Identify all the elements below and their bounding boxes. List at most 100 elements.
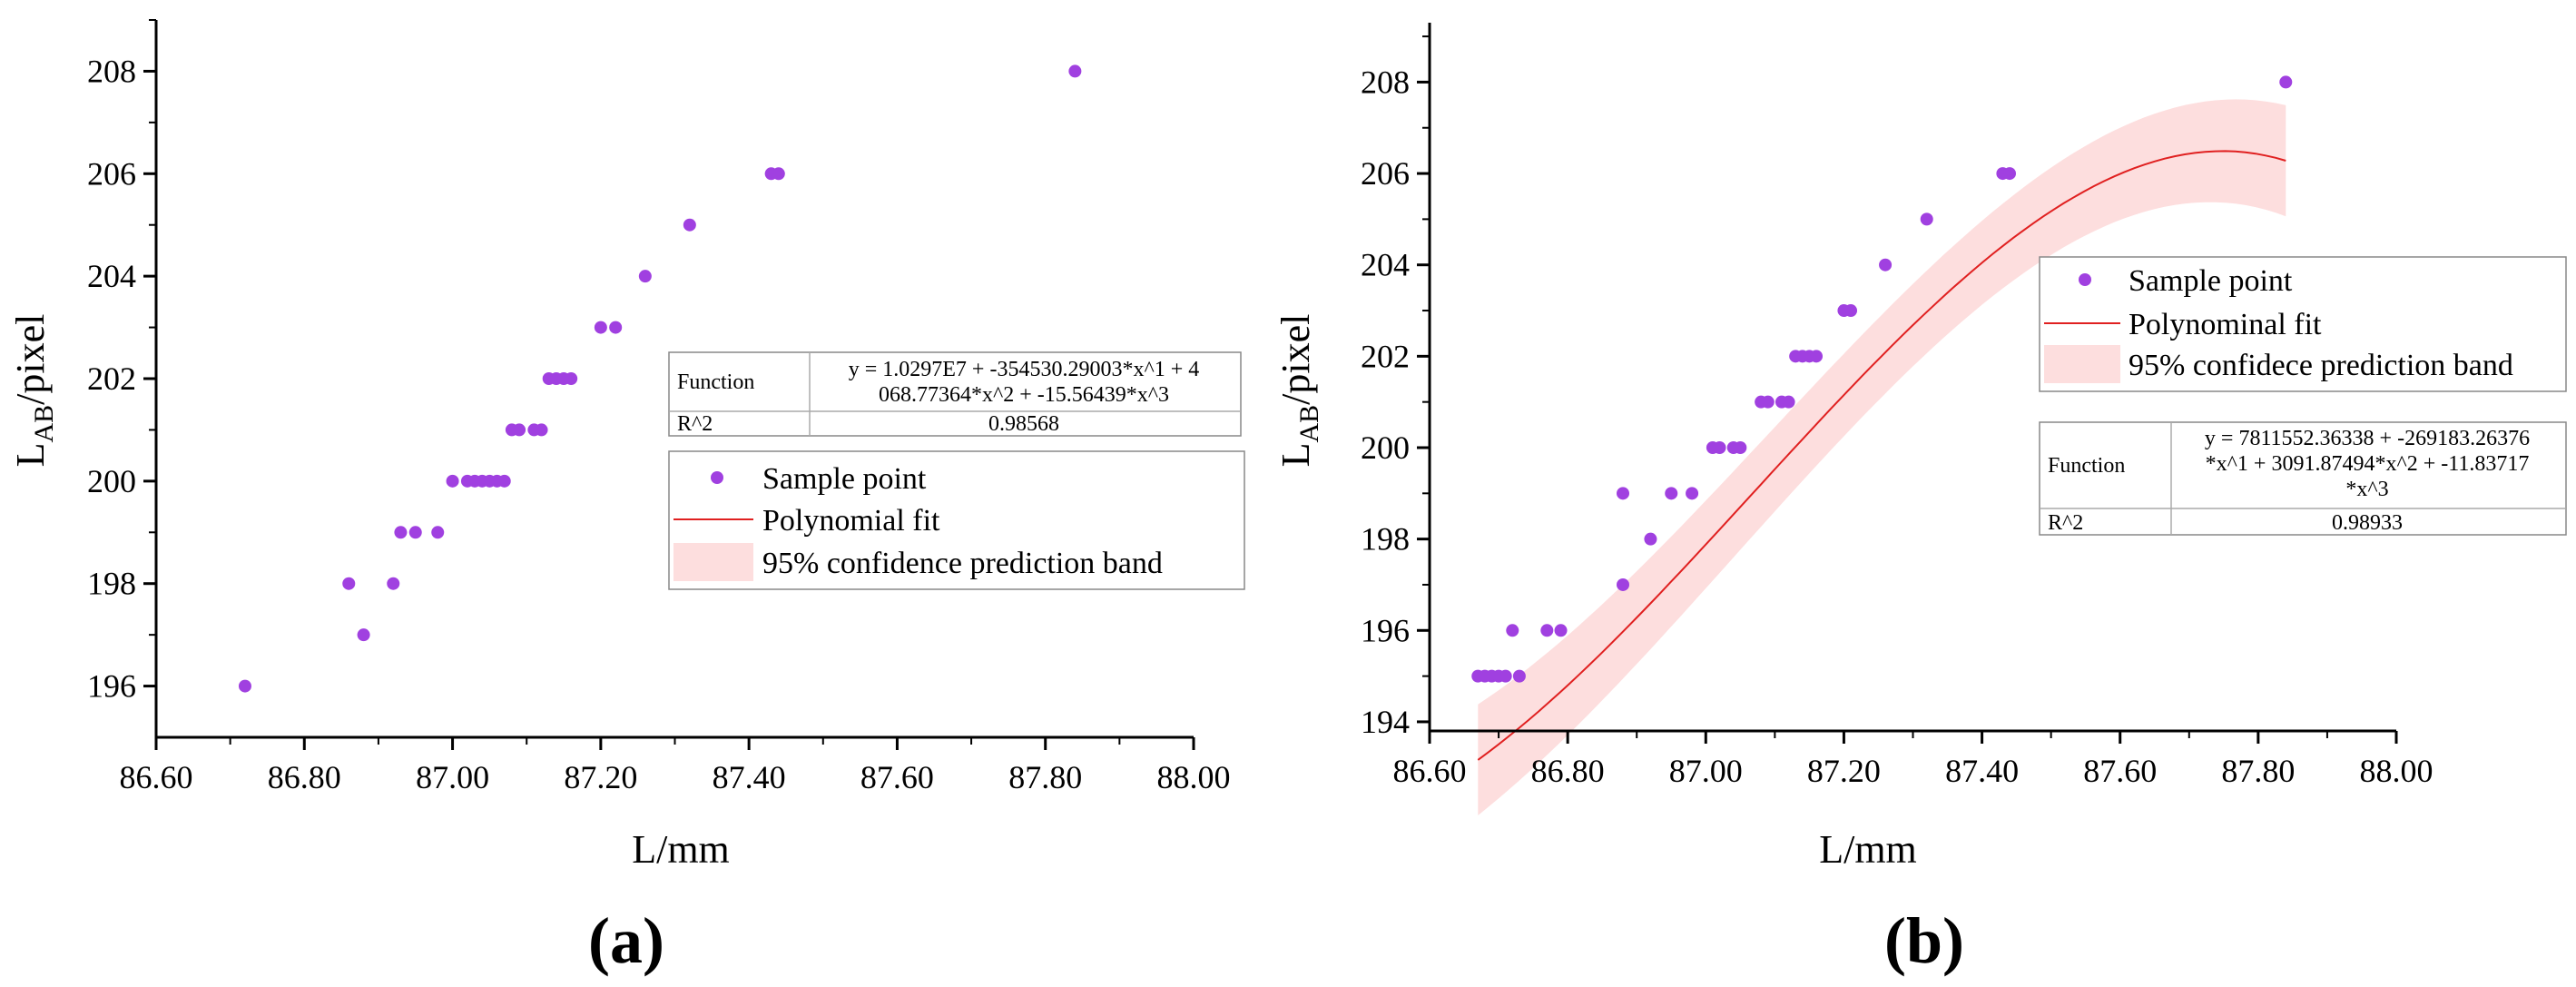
panel-b-data-point xyxy=(1499,669,1512,683)
panel-b-y-tick-label: 206 xyxy=(1361,155,1410,192)
panel-a-data-point xyxy=(683,218,696,232)
panel-b-data-point xyxy=(1665,487,1678,500)
panel-b-x-tick-label: 86.80 xyxy=(1531,753,1605,789)
panel-b-y-tick-label: 194 xyxy=(1361,704,1410,740)
panel-b-y-axis-label: LAB/pixel xyxy=(1273,314,1324,468)
panel-b-fit-curve xyxy=(1477,150,2286,761)
panel-b-y-tick-label: 202 xyxy=(1361,338,1410,374)
panel-b-data-point xyxy=(1920,212,1933,226)
panel-b-data-point xyxy=(2279,75,2293,89)
panel-a-x-tick-label: 87.60 xyxy=(860,759,934,795)
panel-b-r2-value: 0.98933 xyxy=(2332,511,2403,535)
panel-a-legend-band-swatch xyxy=(673,543,753,581)
panel-b-prediction-band xyxy=(1478,99,2286,815)
panel-a-legend-fit: Polynomial fit xyxy=(762,504,940,538)
panel-b-data-point xyxy=(1512,669,1526,683)
panel-a-data-point xyxy=(394,526,408,539)
panel-a-legend-sample-point: Sample point xyxy=(762,462,927,496)
panel-b-data-point xyxy=(1782,395,1795,409)
panel-a-data-point xyxy=(565,372,578,385)
panel-a-data-point xyxy=(342,577,356,590)
panel-a-legend: Sample point Polynomial fit 95% confiden… xyxy=(668,450,1245,590)
panel-b-x-tick-label: 87.60 xyxy=(2083,753,2157,789)
panel-a-legend-band: 95% confidence prediction band xyxy=(762,547,1163,580)
panel-a-data-point xyxy=(772,167,785,181)
panel-a-axes: 86.60 86.80 87.00 87.20 87.40 87.60 87.80 88.00… xyxy=(87,19,1231,795)
panel-a-function-line-1: y = 1.0297E7 + -354530.29003*x^1 + 4 xyxy=(849,358,1200,381)
panel-a-x-tick-label: 87.40 xyxy=(713,759,786,795)
panel-a-y-axis-label: LAB/pixel xyxy=(8,314,59,468)
panel-b-y-tick-label: 208 xyxy=(1361,64,1410,100)
panel-b-x-axis-label: L/mm xyxy=(1819,827,1917,872)
panel-b-function-table: Function y = 7811552.36338 + -269183.263… xyxy=(2039,421,2567,536)
panel-b-data-point xyxy=(1686,487,1699,500)
panel-b-legend-sample-point: Sample point xyxy=(2129,264,2293,298)
panel-b-y-tick-label: 204 xyxy=(1361,247,1410,283)
panel-a-y-tick-label: 200 xyxy=(87,463,136,499)
panel-b-x-tick-label: 87.00 xyxy=(1669,753,1743,789)
panel-a-data-point xyxy=(357,628,370,642)
panel-b-data-point xyxy=(1617,487,1629,500)
panel-a-data-point xyxy=(594,321,607,334)
panel-a-data-point xyxy=(238,679,251,693)
panel-b-fit-line xyxy=(1477,150,2286,761)
panel-a-data-point xyxy=(497,474,511,488)
panel-a-data-point xyxy=(431,526,445,539)
panel-b-data-point xyxy=(1734,441,1747,454)
panel-a-x-tick-label: 87.80 xyxy=(1008,759,1082,795)
panel-b-data-point xyxy=(1810,350,1823,363)
panel-a-y-tick-label: 196 xyxy=(87,668,136,705)
panel-a-x-tick-label: 87.20 xyxy=(564,759,637,795)
panel-a-x-tick-label: 86.80 xyxy=(268,759,341,795)
panel-a-chart: 86.60 86.80 87.00 87.20 87.40 87.60 87.80 88.00… xyxy=(8,19,1245,977)
panel-b-function-label: Function xyxy=(2048,454,2125,478)
panel-b-x-tick-label: 86.60 xyxy=(1393,753,1467,789)
panel-b-y-tick-label: 196 xyxy=(1361,612,1410,648)
panel-b-legend-band-swatch xyxy=(2044,345,2120,383)
panel-a-y-tick-label: 206 xyxy=(87,155,136,192)
panel-b-y-tick-label: 198 xyxy=(1361,521,1410,558)
panel-a-sample-points xyxy=(238,64,1082,693)
panel-b-function-line-2: *x^1 + 3091.87494*x^2 + -11.83717 xyxy=(2206,452,2530,476)
panel-b-band-area xyxy=(1478,99,2286,815)
panel-a-r2-label: R^2 xyxy=(677,412,713,436)
panel-b-legend: Sample point Polynominal fit 95% confide… xyxy=(2039,256,2567,392)
panel-b-data-point xyxy=(1644,532,1657,546)
panel-b-data-point xyxy=(1844,304,1858,318)
panel-b-data-point xyxy=(1540,624,1554,637)
panel-a-x-tick-label: 88.00 xyxy=(1157,759,1231,795)
panel-a-data-point xyxy=(638,270,652,283)
panel-a-data-point xyxy=(513,423,526,437)
panel-a-y-tick-label: 202 xyxy=(87,360,136,397)
panel-a-function-line-2: 068.77364*x^2 + -15.56439*x^3 xyxy=(879,383,1169,407)
panel-b-data-point xyxy=(1879,258,1893,271)
panel-a-function-label: Function xyxy=(677,370,754,394)
panel-a-y-tick-label: 208 xyxy=(87,53,136,89)
panel-b-function-line-3: *x^3 xyxy=(2345,478,2388,501)
panel-a-y-tick-label: 204 xyxy=(87,258,136,294)
panel-b-label: (b) xyxy=(1884,904,1964,977)
panel-a-data-point xyxy=(1068,64,1082,78)
panel-b-y-tick-label: 200 xyxy=(1361,429,1410,466)
panel-b-sample-points xyxy=(1471,75,2293,683)
panel-b-data-point xyxy=(1761,395,1775,409)
panel-b-x-tick-label: 88.00 xyxy=(2360,753,2433,789)
panel-b-x-tick-label: 87.80 xyxy=(2221,753,2295,789)
panel-b-r2-label: R^2 xyxy=(2048,511,2083,535)
panel-b-legend-point-swatch xyxy=(2079,273,2091,286)
panel-a-label: (a) xyxy=(588,904,664,977)
panel-a-data-point xyxy=(446,474,459,488)
panel-b-data-point xyxy=(2003,167,2016,181)
panel-a-data-point xyxy=(535,423,548,437)
panel-a-data-point xyxy=(387,577,400,590)
panel-a-function-table: Function y = 1.0297E7 + -354530.29003*x^… xyxy=(668,351,1242,437)
panel-b-chart: 86.60 86.80 87.00 87.20 87.40 87.60 87.80 88.00… xyxy=(1273,23,2567,977)
panel-b-data-point xyxy=(1506,624,1519,637)
panel-a-x-tick-label: 87.00 xyxy=(416,759,489,795)
panel-b-x-tick-label: 87.20 xyxy=(1807,753,1881,789)
panel-a-data-point xyxy=(408,526,422,539)
panel-b-data-point xyxy=(1713,441,1726,454)
panel-b-x-tick-label: 87.40 xyxy=(1945,753,2019,789)
panel-a-x-tick-label: 86.60 xyxy=(120,759,193,795)
